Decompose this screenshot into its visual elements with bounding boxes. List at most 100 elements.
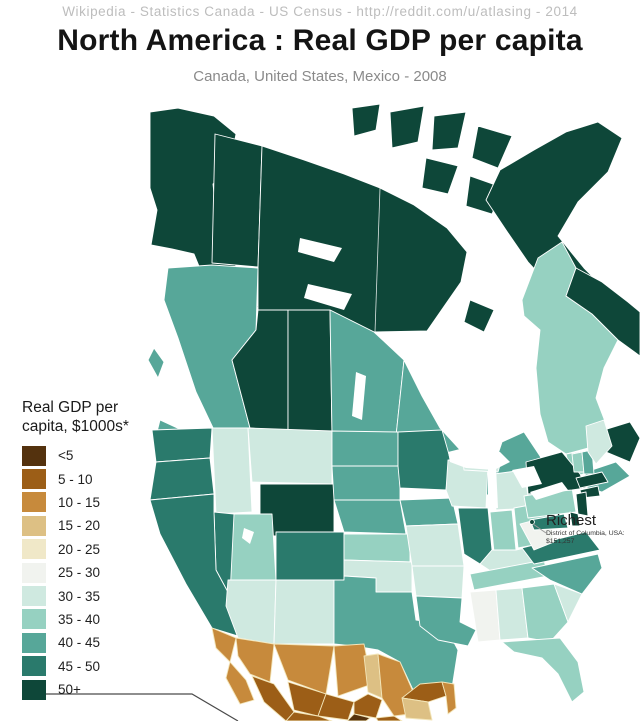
attribution-line: Wikipedia - Statistics Canada - US Censu… [62,4,578,19]
legend-items: <5 5 - 10 10 - 15 15 - 20 20 - 25 25 - 30 30 -… [22,444,172,701]
region-yukon [211,133,263,268]
region-quintana-roo [441,681,457,715]
region-chihuahua [273,643,335,695]
legend-row: 35 - 40 [22,608,172,631]
lake-michigan [488,464,498,508]
legend-row: 20 - 25 [22,538,172,561]
region-missouri [405,523,465,567]
region-nebraska [333,499,407,535]
legend-row: <5 [22,444,172,467]
legend-swatch [22,539,46,560]
region-labrador [565,267,640,357]
region-north-carolina [531,553,603,595]
legend-label: 40 - 45 [58,635,101,651]
legend-swatch [22,632,46,653]
great-salt-lake [242,528,254,544]
region-south-dakota [331,465,401,501]
region-kansas [343,533,411,563]
legend-row: 15 - 20 [22,514,172,537]
great-bear-lake [298,238,342,262]
legend-label: 50+ [58,682,81,698]
richest-annotation-line2: $151,257 [546,538,575,545]
region-north-dakota [331,430,399,467]
legend-label: <5 [58,448,74,464]
legend-label: 10 - 15 [58,494,101,510]
legend-row: 40 - 45 [22,631,172,654]
legend-label: 20 - 25 [58,541,101,557]
region-minnesota [397,429,451,491]
region-quebec [521,241,619,455]
region-mississippi [469,589,501,643]
legend-label: 25 - 30 [58,565,101,581]
legend-row: 10 - 15 [22,491,172,514]
poorest-leader-line [30,693,239,721]
legend-label: 30 - 35 [58,588,101,604]
lake-winnipeg [352,372,366,420]
legend-title: Real GDP per capita, $1000s* [22,398,172,436]
lake-huron [512,466,542,488]
region-idaho [211,427,253,515]
region-maine [585,419,613,465]
legend-label: 5 - 10 [58,471,93,487]
legend-row: 5 - 10 [22,467,172,490]
legend: Real GDP per capita, $1000s* <5 5 - 10 10 … [22,398,172,701]
region-maryland [529,513,569,531]
nwt-nunavut-border [374,187,381,333]
legend-title-line1: Real GDP per [22,399,119,416]
region-jalisco-nayarit [285,711,333,721]
legend-swatch [22,469,46,490]
legend-title-line2: capita, $1000s* [22,418,129,435]
legend-swatch [22,679,46,700]
legend-row: 50+ [22,678,172,701]
region-delaware [569,511,581,527]
legend-swatch [22,492,46,513]
region-louisiana [415,595,477,647]
great-slave-lake [304,284,352,310]
region-georgia [521,583,569,643]
region-new-jersey [575,491,589,517]
region-sonora [235,637,275,683]
legend-swatch [22,562,46,583]
legend-swatch [22,515,46,536]
region-montana [247,427,333,485]
richest-annotation-title: Richest [546,512,597,529]
region-utah [227,513,277,581]
region-massachusetts [575,471,609,489]
legend-label: 45 - 50 [58,658,101,674]
region-sinaloa [251,675,295,721]
region-arkansas [411,565,465,599]
legend-swatch [22,656,46,677]
region-new-mexico [273,579,335,645]
legend-swatch [22,586,46,607]
region-haida-gwaii [147,347,165,379]
region-florida [501,637,585,703]
lake-erie-ontario [530,482,568,500]
region-saskatchewan [287,309,333,435]
region-colorado [275,531,345,581]
page-title: North America : Real GDP per capita [57,24,583,57]
richest-annotation-detail: District of Columbia, USA: $151,257 [546,530,638,546]
lake-superior [448,446,510,470]
region-iowa [399,497,459,527]
region-baja-california-sur [225,661,255,705]
legend-swatch [22,609,46,630]
region-virginia [521,531,601,565]
legend-swatch [22,445,46,466]
richest-annotation: Richest District of Columbia, USA: $151,… [546,512,638,546]
legend-row: 25 - 30 [22,561,172,584]
region-south-carolina [553,583,583,623]
legend-label: 15 - 20 [58,518,101,534]
region-campeche [401,697,433,721]
region-san-luis-potosi [353,693,383,719]
legend-label: 35 - 40 [58,611,101,627]
page-subtitle: Canada, United States, Mexico - 2008 [193,68,447,85]
richest-annotation-line1: District of Columbia, USA: [546,530,625,537]
region-district-of-columbia [529,519,535,525]
region-veracruz [375,715,403,721]
legend-row: 45 - 50 [22,655,172,678]
region-indiana [489,509,517,553]
region-nunavut-islands [351,103,623,333]
richest-leader-line [532,523,547,534]
